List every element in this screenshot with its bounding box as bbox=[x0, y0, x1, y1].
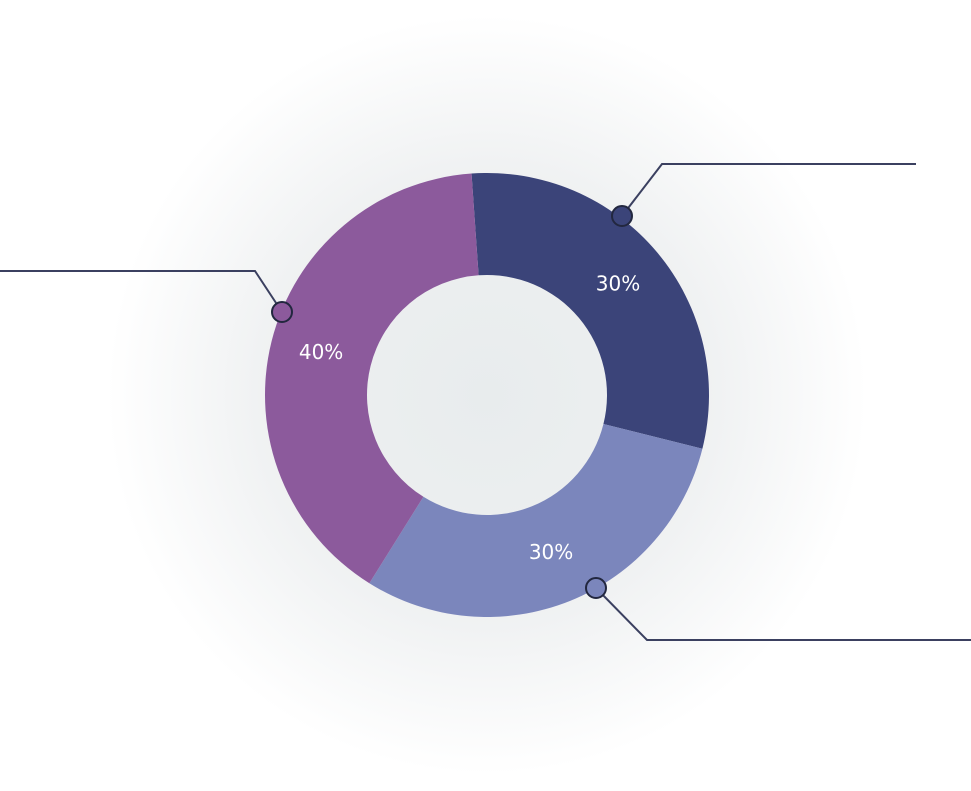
data-label: 30% bbox=[529, 540, 573, 564]
callout-line bbox=[0, 270, 283, 313]
donut-segment bbox=[471, 173, 709, 449]
callout-dot bbox=[585, 577, 607, 599]
donut bbox=[265, 173, 709, 617]
data-label: 40% bbox=[299, 340, 343, 364]
callout-dot bbox=[271, 301, 293, 323]
data-labels: 30% 30% 40% bbox=[299, 272, 640, 564]
donut-segment bbox=[369, 424, 703, 617]
donut-segment bbox=[265, 173, 479, 584]
background-glow bbox=[107, 15, 867, 775]
data-label: 30% bbox=[596, 272, 640, 296]
callout-line bbox=[621, 163, 916, 217]
callout-line bbox=[595, 587, 971, 641]
callout-dot bbox=[611, 205, 633, 227]
callouts bbox=[0, 163, 971, 641]
